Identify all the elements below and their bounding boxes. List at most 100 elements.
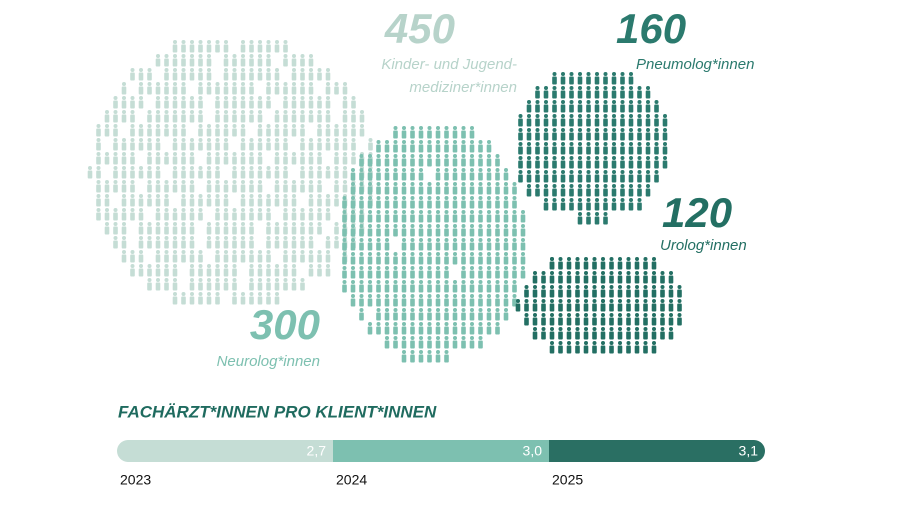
person-body bbox=[240, 142, 246, 151]
person-head bbox=[504, 294, 508, 298]
person-body bbox=[617, 289, 623, 298]
person-body bbox=[325, 142, 331, 151]
person-head bbox=[198, 138, 203, 142]
person-body bbox=[376, 214, 381, 223]
person-body bbox=[359, 298, 364, 307]
person-head bbox=[309, 250, 313, 254]
person-head bbox=[478, 280, 483, 284]
person-head bbox=[368, 138, 373, 142]
person-head bbox=[292, 110, 296, 114]
person-body bbox=[283, 268, 288, 277]
person-body bbox=[435, 326, 441, 335]
person-head bbox=[198, 124, 203, 128]
person-head bbox=[207, 180, 211, 184]
person-head bbox=[385, 210, 389, 214]
person-body bbox=[660, 317, 665, 326]
person-body bbox=[350, 270, 356, 279]
person-head bbox=[584, 299, 588, 303]
person-head bbox=[595, 72, 599, 76]
person-head bbox=[558, 299, 563, 303]
person-body bbox=[634, 331, 640, 340]
person-head bbox=[478, 224, 483, 228]
person-body bbox=[543, 132, 549, 141]
person-body bbox=[291, 156, 297, 165]
person-body bbox=[249, 156, 254, 165]
person-body bbox=[138, 240, 144, 249]
person-head bbox=[266, 292, 271, 296]
person-body bbox=[495, 270, 500, 279]
person-body bbox=[291, 72, 297, 81]
person-head bbox=[343, 82, 347, 86]
person-head bbox=[444, 196, 449, 200]
person-head bbox=[612, 128, 616, 132]
year-label: 2024 bbox=[336, 472, 367, 488]
person-body bbox=[215, 128, 220, 137]
person-head bbox=[518, 156, 523, 160]
person-head bbox=[300, 68, 305, 72]
person-head bbox=[609, 341, 614, 345]
person-body bbox=[566, 289, 572, 298]
person-head bbox=[427, 308, 432, 312]
person-body bbox=[283, 254, 288, 263]
person-head bbox=[181, 68, 186, 72]
person-head bbox=[637, 170, 642, 174]
person-body bbox=[549, 303, 555, 312]
person-head bbox=[541, 285, 546, 289]
person-body bbox=[444, 186, 449, 195]
person-body bbox=[291, 128, 297, 137]
cluster-label: mediziner*innen bbox=[409, 79, 517, 96]
person-head bbox=[461, 252, 466, 256]
person-body bbox=[240, 72, 246, 81]
person-body bbox=[418, 144, 424, 153]
person-body bbox=[384, 340, 390, 349]
person-head bbox=[637, 198, 642, 202]
person-body bbox=[359, 228, 364, 237]
person-body bbox=[257, 142, 263, 151]
person-head bbox=[215, 82, 220, 86]
person-body bbox=[410, 214, 415, 223]
person-body bbox=[558, 345, 563, 354]
person-head bbox=[292, 96, 296, 100]
person-head bbox=[419, 322, 423, 326]
person-body bbox=[452, 340, 458, 349]
person-head bbox=[444, 266, 449, 270]
person-body bbox=[535, 90, 540, 99]
person-body bbox=[198, 296, 203, 305]
person-head bbox=[512, 252, 517, 256]
person-body bbox=[240, 114, 246, 123]
person-head bbox=[410, 140, 415, 144]
person-head bbox=[595, 184, 599, 188]
person-head bbox=[359, 224, 364, 228]
person-head bbox=[139, 236, 143, 240]
person-body bbox=[566, 317, 572, 326]
person-body bbox=[342, 86, 348, 95]
person-body bbox=[611, 90, 617, 99]
person-head bbox=[663, 128, 667, 132]
person-body bbox=[461, 172, 466, 181]
person-body bbox=[469, 200, 475, 209]
person-body bbox=[257, 184, 263, 193]
person-head bbox=[334, 152, 339, 156]
person-body bbox=[586, 146, 591, 155]
person-head bbox=[275, 40, 279, 44]
person-head bbox=[663, 142, 667, 146]
person-body bbox=[569, 146, 574, 155]
person-head bbox=[637, 114, 642, 118]
person-body bbox=[643, 275, 648, 284]
person-head bbox=[518, 142, 523, 146]
person-head bbox=[241, 138, 245, 142]
person-body bbox=[249, 212, 254, 221]
person-head bbox=[385, 196, 389, 200]
person-head bbox=[181, 222, 186, 226]
person-head bbox=[130, 110, 135, 114]
person-head bbox=[164, 82, 169, 86]
person-head bbox=[249, 138, 254, 142]
person-body bbox=[215, 240, 220, 249]
person-head bbox=[601, 271, 605, 275]
person-body bbox=[668, 317, 674, 326]
person-body bbox=[367, 186, 373, 195]
person-head bbox=[181, 250, 186, 254]
person-body bbox=[637, 174, 642, 183]
person-body bbox=[113, 142, 118, 151]
person-body bbox=[594, 216, 600, 225]
